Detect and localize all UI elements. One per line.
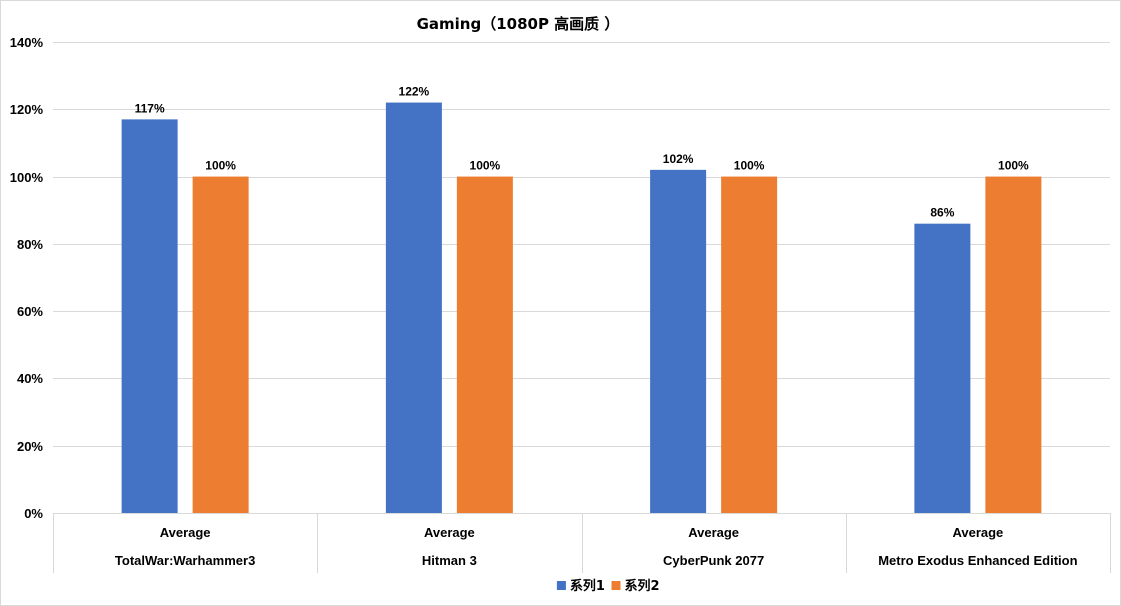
bar bbox=[650, 169, 707, 514]
data-label: 100% bbox=[734, 159, 765, 173]
category-label-level2: Hitman 3 bbox=[422, 553, 477, 568]
bar bbox=[456, 176, 513, 514]
category-label-level2: TotalWar:Warhammer3 bbox=[115, 553, 255, 568]
y-tick-label: 140% bbox=[10, 35, 44, 50]
category-label-level1: Average bbox=[952, 525, 1003, 540]
y-tick-label: 20% bbox=[17, 439, 43, 454]
data-label: 86% bbox=[930, 206, 954, 220]
bar bbox=[721, 176, 778, 514]
data-label: 102% bbox=[663, 152, 694, 166]
category-label-level1: Average bbox=[688, 525, 739, 540]
bar bbox=[385, 102, 442, 514]
data-label: 100% bbox=[470, 159, 501, 173]
legend-label: 系列2 bbox=[625, 578, 660, 594]
y-tick-label: 0% bbox=[24, 506, 43, 521]
legend: 系列1 系列2 bbox=[556, 578, 660, 594]
chart-title: Gaming（1080P 高画质 ） bbox=[417, 15, 620, 33]
category-label-level1: Average bbox=[160, 525, 211, 540]
y-tick-label: 40% bbox=[17, 371, 43, 386]
bar bbox=[985, 176, 1042, 514]
data-label: 100% bbox=[205, 159, 236, 173]
category-label-level2: CyberPunk 2077 bbox=[663, 553, 764, 568]
data-label: 117% bbox=[135, 101, 165, 115]
y-axis-tick-labels: 0% 20% 40% 60% 80% 100% 120% 140% bbox=[10, 35, 44, 521]
legend-swatch bbox=[611, 581, 621, 590]
category-label-level1: Average bbox=[424, 525, 475, 540]
y-tick-label: 80% bbox=[17, 237, 43, 252]
y-tick-label: 60% bbox=[17, 304, 43, 319]
bar bbox=[121, 119, 178, 513]
bars bbox=[121, 102, 1042, 514]
data-labels: 117% 100% 122% 100% 102% 100% 86% 100% bbox=[135, 85, 1029, 220]
data-label: 122% bbox=[399, 85, 430, 99]
bar bbox=[914, 223, 971, 513]
data-label: 100% bbox=[998, 159, 1029, 173]
legend-swatch bbox=[556, 581, 566, 590]
bar bbox=[192, 176, 249, 514]
y-tick-label: 120% bbox=[10, 102, 44, 117]
category-axis: Average TotalWar:Warhammer3 Average Hitman … bbox=[53, 513, 1111, 573]
category-label-level2: Metro Exodus Enhanced Edition bbox=[878, 553, 1077, 568]
legend-label: 系列1 bbox=[570, 578, 605, 594]
y-tick-label: 100% bbox=[10, 170, 44, 185]
